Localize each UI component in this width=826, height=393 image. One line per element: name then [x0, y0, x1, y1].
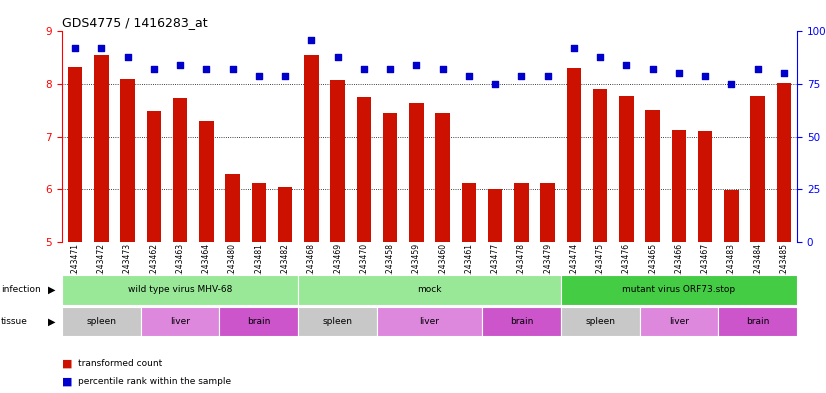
Bar: [278, 187, 292, 242]
Bar: [515, 183, 529, 242]
Text: ■: ■: [62, 358, 73, 369]
Bar: [724, 190, 738, 242]
Bar: [140, 307, 220, 336]
Bar: [593, 89, 607, 242]
Point: [646, 66, 659, 72]
Bar: [94, 55, 108, 242]
Text: spleen: spleen: [323, 317, 353, 326]
Bar: [462, 183, 476, 242]
Text: liver: liver: [420, 317, 439, 326]
Point: [383, 66, 396, 72]
Bar: [173, 98, 188, 242]
Point: [777, 70, 790, 77]
Text: spleen: spleen: [87, 317, 116, 326]
Bar: [220, 307, 298, 336]
Bar: [488, 189, 502, 242]
Text: brain: brain: [247, 317, 271, 326]
Bar: [225, 174, 240, 242]
Text: mutant virus ORF73.stop: mutant virus ORF73.stop: [622, 285, 735, 294]
Text: brain: brain: [746, 317, 769, 326]
Bar: [68, 67, 83, 242]
Point: [436, 66, 449, 72]
Bar: [482, 307, 561, 336]
Text: percentile rank within the sample: percentile rank within the sample: [78, 377, 231, 386]
Point: [541, 72, 554, 79]
Point: [463, 72, 476, 79]
Bar: [645, 110, 660, 242]
Bar: [304, 55, 319, 242]
Bar: [62, 307, 140, 336]
Bar: [62, 275, 298, 305]
Bar: [377, 307, 482, 336]
Point: [278, 72, 292, 79]
Point: [725, 81, 738, 87]
Bar: [298, 275, 561, 305]
Point: [699, 72, 712, 79]
Text: transformed count: transformed count: [78, 359, 163, 368]
Bar: [252, 183, 266, 242]
Point: [672, 70, 686, 77]
Text: ▶: ▶: [48, 285, 55, 295]
Text: liver: liver: [170, 317, 190, 326]
Bar: [698, 131, 712, 242]
Bar: [121, 79, 135, 242]
Point: [620, 62, 633, 68]
Point: [95, 45, 108, 51]
Point: [121, 53, 134, 60]
Bar: [435, 113, 450, 242]
Text: mock: mock: [417, 285, 442, 294]
Point: [252, 72, 265, 79]
Point: [305, 37, 318, 43]
Bar: [383, 113, 397, 242]
Point: [751, 66, 764, 72]
Bar: [639, 307, 719, 336]
Text: tissue: tissue: [1, 317, 28, 326]
Bar: [776, 83, 791, 242]
Bar: [199, 121, 214, 242]
Bar: [751, 96, 765, 242]
Point: [594, 53, 607, 60]
Text: brain: brain: [510, 317, 533, 326]
Bar: [409, 103, 424, 242]
Bar: [540, 183, 555, 242]
Point: [358, 66, 371, 72]
Bar: [330, 80, 344, 242]
Bar: [147, 111, 161, 242]
Bar: [719, 307, 797, 336]
Text: ■: ■: [62, 376, 73, 386]
Point: [147, 66, 160, 72]
Text: wild type virus MHV-68: wild type virus MHV-68: [128, 285, 232, 294]
Text: spleen: spleen: [585, 317, 615, 326]
Text: ▶: ▶: [48, 316, 55, 326]
Point: [173, 62, 187, 68]
Bar: [298, 307, 377, 336]
Point: [567, 45, 581, 51]
Point: [410, 62, 423, 68]
Point: [69, 45, 82, 51]
Point: [200, 66, 213, 72]
Point: [488, 81, 501, 87]
Bar: [672, 130, 686, 242]
Text: liver: liver: [669, 317, 689, 326]
Bar: [561, 307, 639, 336]
Text: GDS4775 / 1416283_at: GDS4775 / 1416283_at: [62, 16, 207, 29]
Point: [331, 53, 344, 60]
Bar: [561, 275, 797, 305]
Bar: [357, 97, 371, 242]
Bar: [567, 68, 582, 242]
Bar: [620, 96, 634, 242]
Text: infection: infection: [1, 285, 40, 294]
Point: [515, 72, 528, 79]
Point: [226, 66, 240, 72]
